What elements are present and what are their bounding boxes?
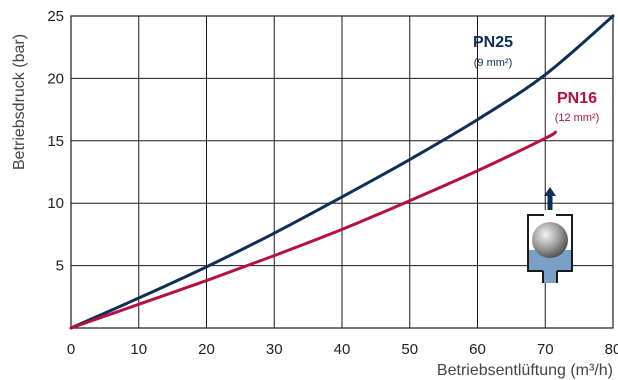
x-tick-label: 60 [469,341,486,358]
x-tick-label: 20 [198,341,215,358]
x-tick-label: 10 [130,341,147,358]
series-sublabel-pn16: (12 mm²) [555,112,600,124]
x-tick-label: 40 [334,341,351,358]
series-sublabel-pn25: (9 mm²) [474,57,513,69]
series-line-pn16 [69,130,557,330]
y-tick-label: 20 [47,70,64,87]
x-tick-label: 50 [401,341,418,358]
y-axis-label: Betriebsdruck (bar) [11,34,28,170]
x-axis-label: Betriebsentlüftung (m³/h) [437,362,613,379]
x-tick-label: 70 [537,341,554,358]
y-axis-ticks: 5 10 15 20 25 [47,8,64,275]
x-axis-ticks: 0 10 20 30 40 50 60 70 80 [67,341,618,358]
series-line-pn25 [69,14,615,330]
y-tick-label: 10 [47,195,64,212]
series: PN25 (9 mm²) PN16 (12 mm²) [69,14,615,330]
y-tick-label: 5 [56,258,64,275]
y-tick-label: 25 [47,8,64,25]
grid [71,16,613,328]
y-tick-label: 15 [47,133,64,150]
x-tick-label: 0 [67,341,75,358]
plot-frame [70,15,614,329]
x-tick-label: 30 [266,341,283,358]
series-label-pn25: PN25 [473,34,513,51]
float-valve-icon [527,187,573,283]
series-label-pn16: PN16 [557,90,597,107]
x-tick-label: 80 [605,341,618,358]
